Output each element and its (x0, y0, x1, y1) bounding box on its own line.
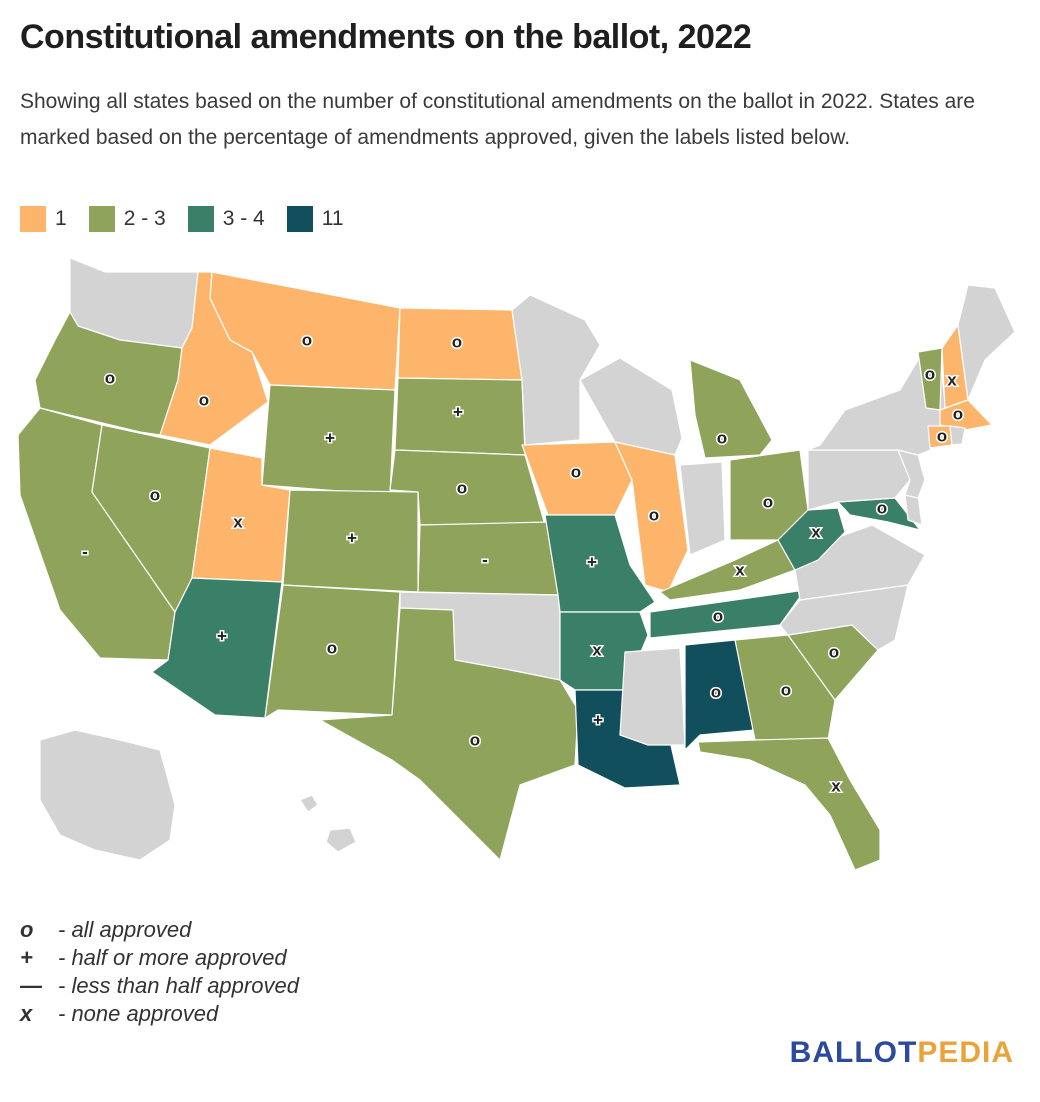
state-kansas[interactable] (417, 521, 559, 596)
state-shapes (17, 257, 1016, 871)
marker-key: o - all approved + - half or more approv… (20, 916, 299, 1028)
marker-west-virginia: x (811, 523, 821, 542)
logo-text-ballot: BALLOT (789, 1036, 918, 1069)
marker-tennessee: o (713, 607, 723, 626)
marker-massachusetts: o (953, 405, 963, 424)
key-text: - all approved (58, 917, 192, 942)
marker-arkansas: x (592, 641, 602, 660)
key-text: - none approved (58, 1001, 219, 1026)
legend-item-3-4: 3 - 4 (187, 206, 265, 232)
marker-idaho: o (199, 391, 209, 410)
marker-maryland: o (877, 499, 887, 518)
marker-utah: x (233, 513, 243, 532)
marker-georgia: o (781, 681, 791, 700)
marker-louisiana: + (593, 711, 603, 730)
marker-florida: x (831, 777, 841, 796)
state-iowa[interactable] (521, 441, 633, 516)
key-symbol: o (20, 917, 34, 942)
state-hawaii[interactable] (299, 794, 357, 853)
marker-alabama: o (711, 683, 721, 702)
legend-swatch-1 (20, 206, 46, 232)
state-maine[interactable] (957, 284, 1016, 401)
marker-north-dakota: o (452, 333, 462, 352)
state-rhode-island[interactable] (949, 425, 966, 446)
marker-nebraska: o (457, 479, 467, 498)
ballotpedia-logo[interactable]: BALLOTPEDIA (790, 1036, 1014, 1070)
state-georgia[interactable] (734, 634, 836, 741)
key-symbol: + (20, 945, 33, 970)
legend-item-2-3: 2 - 3 (88, 206, 166, 232)
legend-label-1: 1 (55, 207, 67, 230)
marker-montana: o (302, 331, 312, 350)
state-new-mexico[interactable] (264, 584, 401, 719)
state-florida[interactable] (697, 737, 881, 871)
state-alaska[interactable] (39, 729, 176, 861)
key-symbol: x (20, 1001, 33, 1026)
chart-subtitle: Showing all states based on the number o… (20, 90, 975, 149)
marker-california: - (82, 543, 88, 562)
state-indiana[interactable] (679, 461, 726, 556)
marker-iowa: o (571, 463, 581, 482)
state-texas[interactable] (319, 607, 579, 861)
state-alabama[interactable] (684, 639, 756, 751)
marker-michigan: o (717, 429, 727, 448)
marker-new-mexico: o (327, 639, 337, 658)
legend-swatch-2-3 (88, 206, 115, 232)
marker-vermont: o (925, 365, 935, 384)
marker-texas: o (470, 731, 480, 750)
state-michigan[interactable] (689, 359, 773, 459)
state-arizona[interactable] (151, 577, 283, 719)
key-row-less-than-half: — - less than half approved (20, 972, 299, 1000)
marker-missouri: + (587, 553, 597, 572)
state-missouri[interactable] (544, 514, 656, 613)
marker-south-dakota: + (453, 403, 463, 422)
logo-text-pedia: PEDIA (917, 1036, 1014, 1069)
state-mississippi[interactable] (619, 647, 686, 746)
marker-wyoming: + (325, 429, 335, 448)
legend-swatch-11 (286, 206, 313, 232)
marker-ohio: o (763, 493, 773, 512)
marker-oregon: o (105, 369, 115, 388)
legend-swatch-3-4 (187, 206, 214, 232)
marker-arizona: + (217, 627, 227, 646)
marker-kansas: - (482, 551, 488, 570)
legend-label-3-4: 3 - 4 (222, 207, 265, 230)
marker-kentucky: x (735, 561, 745, 580)
marker-connecticut: o (937, 427, 947, 446)
state-massachusetts[interactable] (939, 399, 993, 431)
legend: 1 2 - 3 3 - 4 11 (20, 206, 366, 232)
legend-label-2-3: 2 - 3 (123, 207, 166, 230)
marker-nevada: o (150, 486, 160, 505)
state-wisconsin[interactable] (579, 357, 683, 456)
state-minnesota[interactable] (511, 294, 601, 446)
legend-item-1: 1 (20, 206, 67, 232)
marker-new-hampshire: x (947, 371, 957, 390)
legend-item-11: 11 (286, 206, 344, 232)
legend-label-11: 11 (321, 207, 344, 230)
key-row-all-approved: o - all approved (20, 916, 299, 944)
key-symbol: — (20, 973, 42, 998)
key-row-none-approved: x - none approved (20, 1000, 299, 1028)
key-text: - half or more approved (58, 945, 287, 970)
key-row-half-approved: + - half or more approved (20, 944, 299, 972)
key-text: - less than half approved (58, 973, 299, 998)
chart-title: Constitutional amendments on the ballot,… (20, 18, 752, 56)
marker-colorado: + (347, 529, 357, 548)
marker-illinois: o (649, 506, 659, 525)
marker-south-carolina: o (829, 643, 839, 662)
